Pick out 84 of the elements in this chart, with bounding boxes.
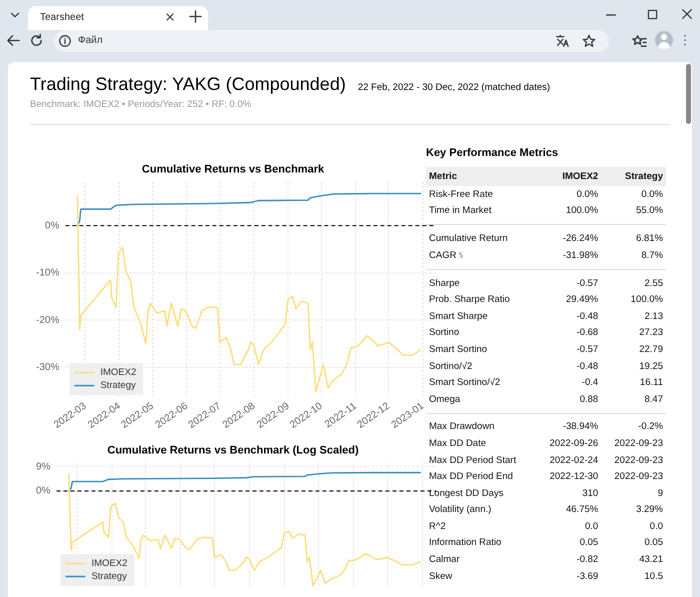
data-label: 19.25 — [638, 360, 664, 374]
category-label: Max Drawdown — [428, 420, 496, 434]
data-label: 8.47 — [644, 392, 664, 407]
y-tick-label: -20% — [36, 314, 60, 326]
data-label: 22.79 — [638, 342, 664, 357]
legend-label: IMOEX2 — [100, 367, 136, 378]
data-label: 2022-09-23 — [613, 470, 664, 484]
data-label: 29.49% — [564, 293, 600, 308]
category-label: Max DD Date — [428, 436, 488, 451]
data-label: 2022-09-23 — [613, 454, 664, 468]
data-label: 27.23 — [638, 326, 664, 340]
data-label: 310 — [581, 486, 600, 501]
category-label: Prob. Sharpe Ratio — [428, 293, 511, 308]
category-label: R^2 — [428, 520, 447, 534]
category-label: Max DD Period End — [428, 470, 514, 484]
text: Tearsheet — [40, 12, 84, 23]
text: 22 Feb, 2022 - 30 Dec, 2022 (matched dates) — [358, 82, 550, 93]
category-label: Volatility (ann.) — [428, 503, 492, 518]
data-label: 2022-09-26 — [548, 436, 600, 451]
data-label: -0.68 — [576, 326, 600, 340]
category-label: CAGR﹪ — [428, 248, 468, 263]
category-label: Max DD Period Start — [428, 454, 518, 468]
data-label: 2022-12-30 — [548, 470, 600, 484]
category-label: Smart Sortino/√2 — [428, 376, 502, 390]
category-label: Calmar — [428, 553, 461, 568]
data-label: -38.94% — [562, 420, 600, 434]
category-label: Time in Market — [428, 204, 492, 218]
data-label: 2.55 — [644, 276, 664, 291]
category-label: Omega — [428, 392, 462, 407]
data-label: 9 — [656, 486, 664, 501]
text: Файл — [78, 35, 103, 46]
data-label: 2022-02-24 — [548, 454, 600, 468]
chart-title: Cumulative Returns vs Benchmark (Log Scaled) — [107, 444, 359, 457]
category-label: Skew — [428, 570, 454, 584]
legend-label: Strategy — [91, 571, 128, 582]
y-tick-label: 9% — [36, 461, 51, 472]
data-label: 6.81% — [635, 232, 664, 246]
data-label: -0.82 — [576, 553, 600, 568]
data-label: 16.11 — [638, 376, 664, 390]
data-label: 0.05 — [578, 536, 600, 550]
data-label: 100.0% — [564, 204, 600, 218]
category-label: Longest DD Days — [428, 486, 504, 501]
data-label: 0.88 — [578, 392, 600, 407]
chart-title: Cumulative Returns vs Benchmark — [142, 164, 325, 176]
text: Benchmark: IMOEX2 • Periods/Year: 252 • RF: 0.0% — [30, 99, 252, 110]
category-label: Sharpe — [428, 276, 461, 291]
data-label: -0.48 — [576, 310, 600, 324]
data-label: 3.29% — [635, 503, 664, 518]
data-label: 0.0% — [576, 188, 600, 202]
data-label: 0.0 — [584, 520, 600, 534]
category-label: Risk-Free Rate — [428, 188, 494, 202]
data-label: 8.7% — [640, 248, 664, 263]
category-label: Sortino — [428, 326, 460, 340]
data-label: -0.57 — [576, 276, 600, 291]
data-label: 46.75% — [564, 503, 600, 518]
data-label: 43.21 — [638, 553, 664, 568]
y-tick-label: -30% — [36, 362, 60, 374]
data-label: 0.0% — [640, 188, 664, 202]
y-tick-label: -10% — [36, 268, 60, 279]
data-label: -0.2% — [637, 420, 664, 434]
data-label: -26.24% — [562, 232, 600, 246]
category-label: Sortino/√2 — [428, 360, 474, 374]
data-label: -0.57 — [576, 342, 600, 357]
y-tick-label: 0% — [36, 486, 51, 497]
text: Key Performance Metrics — [425, 147, 560, 161]
data-label: -0.4 — [580, 376, 600, 390]
legend-label: Strategy — [100, 380, 136, 392]
data-label: -31.98% — [562, 248, 600, 263]
data-label: 100.0% — [630, 293, 664, 308]
category-label: Information Ratio — [428, 536, 502, 550]
category-label: Cumulative Return — [428, 232, 509, 246]
data-label: 55.0% — [635, 204, 664, 218]
data-label: -0.48 — [576, 360, 600, 374]
data-label: 2.13 — [644, 310, 664, 324]
legend-label: IMOEX2 — [91, 558, 128, 570]
text: Trading Strategy: YAKG (Compounded) — [30, 74, 346, 95]
category-label: Smart Sortino — [428, 342, 488, 357]
data-label: 0.0 — [648, 520, 664, 534]
data-label: -3.69 — [576, 570, 600, 584]
data-label: 0.05 — [644, 536, 664, 550]
y-tick-label: 0% — [44, 220, 60, 232]
category-label: Smart Sharpe — [428, 310, 489, 324]
data-label: 2022-09-23 — [613, 436, 664, 451]
data-label: 10.5 — [644, 570, 664, 584]
